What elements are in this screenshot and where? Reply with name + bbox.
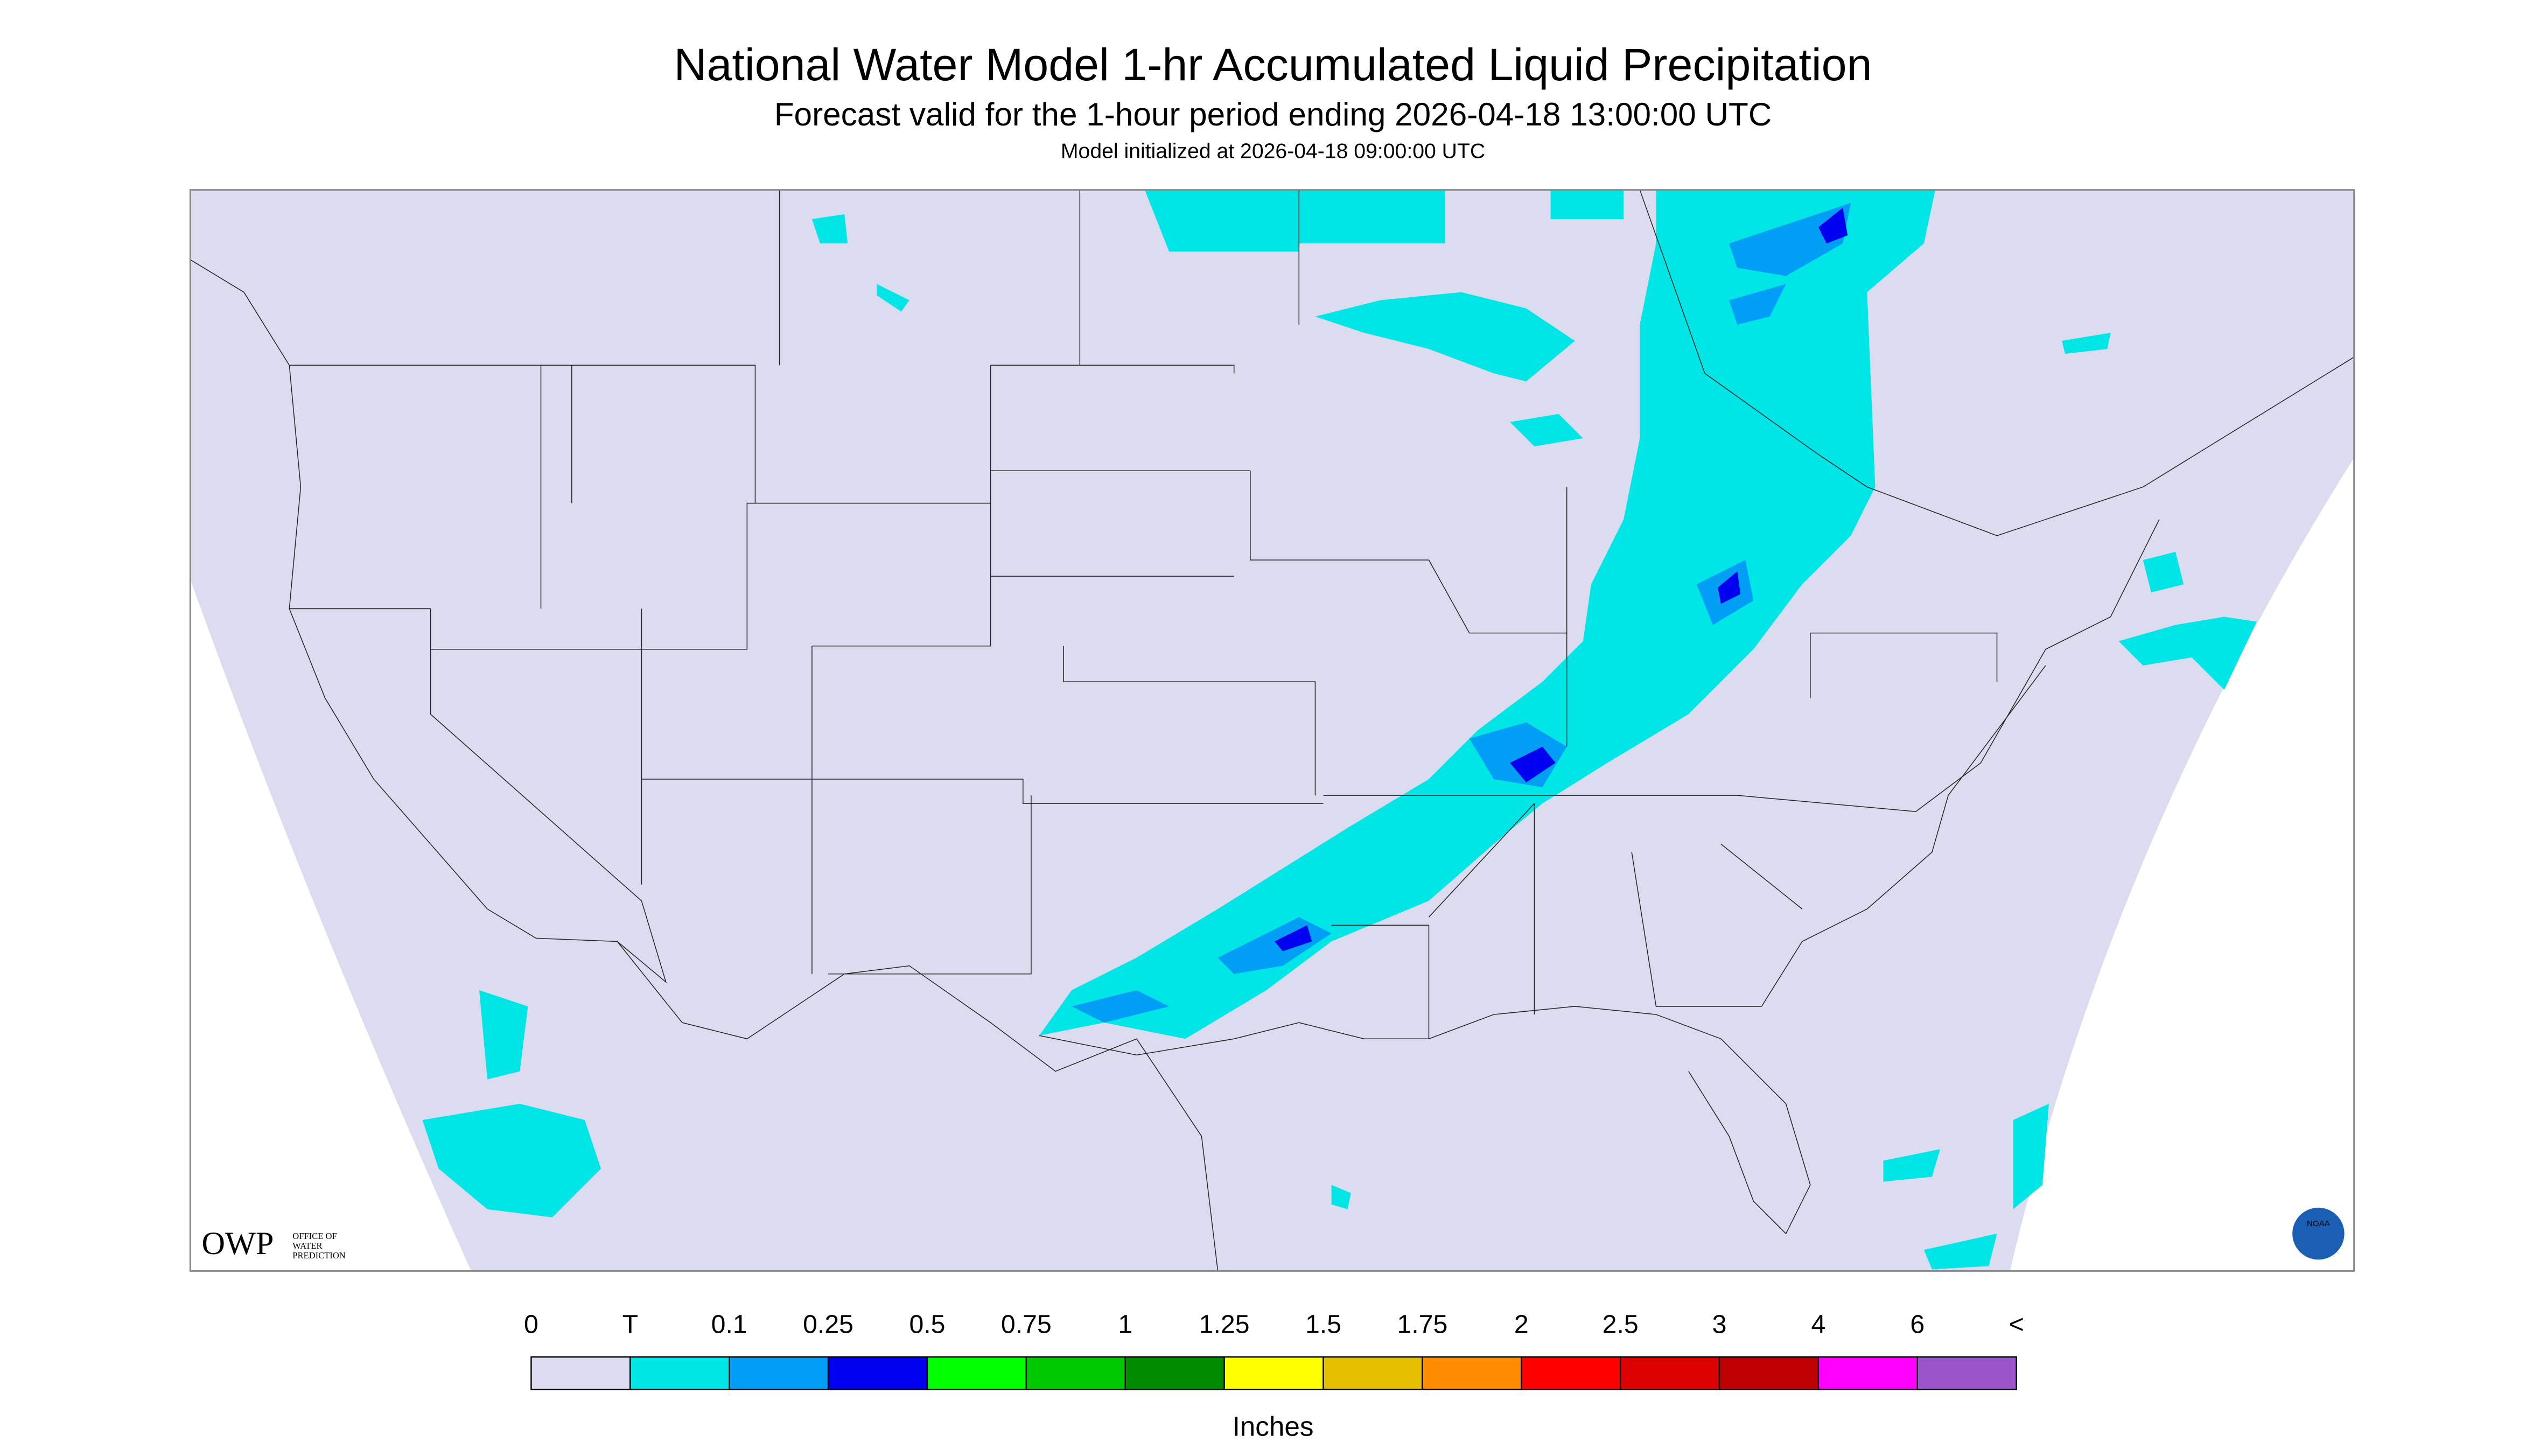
subtitle: Forecast valid for the 1-hour period end… [774, 96, 1772, 132]
noaa-badge [2292, 1207, 2345, 1260]
precip-moderate [1275, 207, 1848, 951]
legend-label: 0.75 [1001, 1310, 1052, 1339]
legend-unit: Inches [1233, 1411, 1314, 1441]
legend-swatch [1223, 1356, 1324, 1390]
owp-logo-line: PREDICTION [292, 1250, 345, 1261]
map-border [189, 189, 2355, 1272]
legend-label: 4 [1811, 1310, 1826, 1339]
legend-label: 0.5 [909, 1310, 945, 1339]
precip-trace [422, 190, 2257, 1270]
legend-swatch [728, 1356, 829, 1390]
legend-label: < [2009, 1310, 2024, 1339]
legend-label: 1 [1118, 1310, 1132, 1339]
legend-swatch [1718, 1356, 1820, 1390]
legend-label: 2 [1514, 1310, 1529, 1339]
owp-logo-line: OFFICE OF [292, 1231, 337, 1241]
legend-swatch [1323, 1356, 1423, 1390]
legend-label: 0.25 [803, 1310, 853, 1339]
legend-label: 1.75 [1397, 1310, 1447, 1339]
legend-label: 1.25 [1199, 1310, 1250, 1339]
noaa-badge-text: NOAA [2307, 1219, 2331, 1228]
legend-swatch [1422, 1356, 1522, 1390]
owp-logo-line: WATER [292, 1241, 323, 1251]
legend-label: 0.1 [711, 1310, 747, 1339]
legend-label: 0 [524, 1310, 538, 1339]
legend-swatch [629, 1356, 730, 1390]
legend-swatch [1521, 1356, 1621, 1390]
legend-swatch [1817, 1356, 1919, 1390]
title: National Water Model 1-hr Accumulated Li… [674, 39, 1872, 90]
legend-swatch [1025, 1356, 1126, 1390]
legend-swatch [1124, 1356, 1225, 1390]
boundaries [190, 190, 2355, 1271]
owp-logo: OWP [201, 1226, 274, 1262]
init-note: Model initialized at 2026-04-18 09:00:00… [1061, 140, 1485, 163]
legend-swatch [1619, 1356, 1720, 1390]
legend-label: 1.5 [1305, 1310, 1341, 1339]
legend-swatch [926, 1356, 1027, 1390]
legend-swatch [530, 1356, 631, 1390]
legend: 0 T 0.1 0.25 0.5 0.75 1 1.25 1.5 1.75 2 2.5 3 4 6 < [524, 1310, 2024, 1390]
legend-label: 6 [1910, 1310, 1925, 1339]
legend-label: T [622, 1310, 638, 1339]
legend-label: 3 [1712, 1310, 1727, 1339]
legend-swatch [827, 1356, 928, 1390]
legend-swatch [1916, 1356, 2017, 1390]
legend-label: 2.5 [1603, 1310, 1639, 1339]
